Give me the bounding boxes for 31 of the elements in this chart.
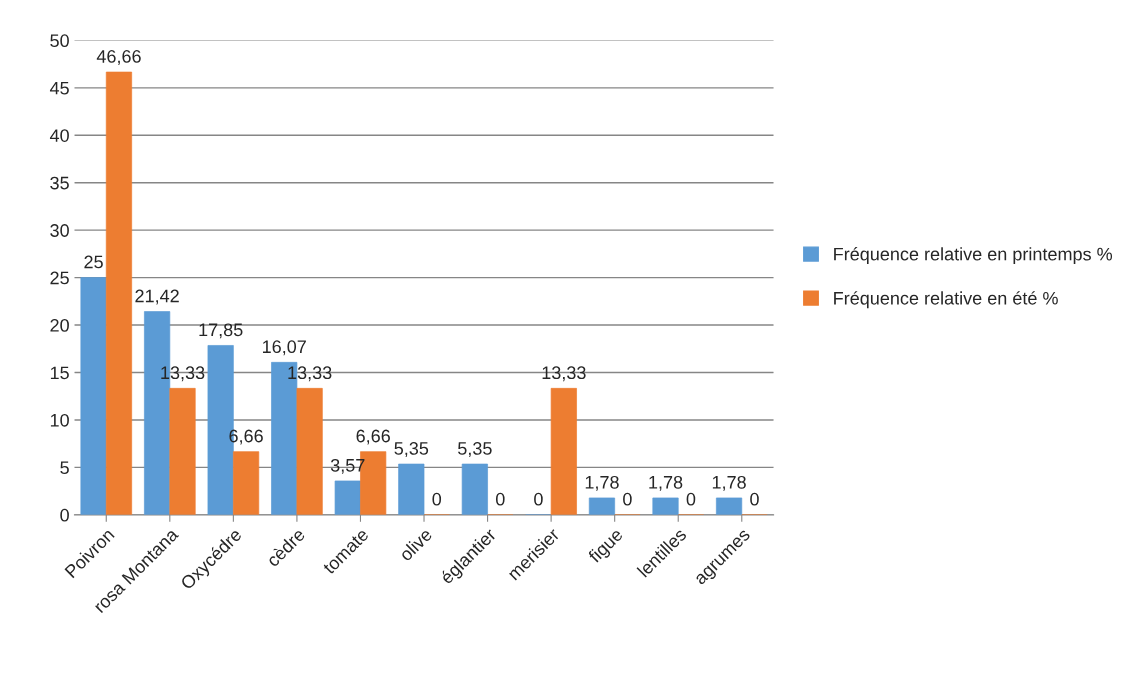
y-tick-label: 30 [50, 224, 69, 237]
y-tick-label: 45 [49, 81, 69, 95]
data-label: 6,66 [356, 429, 390, 445]
x-tick-label: olive [398, 527, 433, 562]
data-label: 5,35 [458, 442, 492, 457]
y-tick-label: 50 [50, 34, 69, 48]
data-label: 46,66 [96, 50, 141, 65]
data-label: 16,07 [263, 340, 306, 356]
data-label: 1,78 [585, 475, 619, 491]
y-tick-label: 5 [60, 461, 69, 475]
y-tick-label: 20 [50, 318, 69, 332]
y-tick-label: 40 [49, 129, 69, 142]
y-tick-label: 10 [50, 413, 69, 427]
y-tick-label: 25 [50, 271, 69, 285]
legend-label: Fréquence relative en été % [834, 291, 1058, 309]
data-label: 25 [84, 255, 103, 269]
y-tick-label: 35 [50, 176, 69, 190]
data-label: 0 [432, 492, 442, 506]
data-label: 21,42 [135, 289, 179, 305]
data-label: 0 [623, 492, 632, 506]
data-label: 1,78 [649, 475, 683, 491]
data-label: 0 [534, 492, 543, 506]
y-tick-label: 0 [60, 508, 69, 522]
data-label: 0 [495, 492, 505, 506]
data-label: 0 [750, 492, 759, 506]
data-label: 17,85 [199, 323, 243, 339]
data-label: 0 [686, 492, 696, 506]
y-tick-label: 15 [50, 366, 69, 380]
data-label: 1,78 [712, 475, 746, 491]
data-label: 5,35 [394, 442, 429, 457]
legend-label: Fréquence relative en printemps % [834, 247, 1113, 265]
